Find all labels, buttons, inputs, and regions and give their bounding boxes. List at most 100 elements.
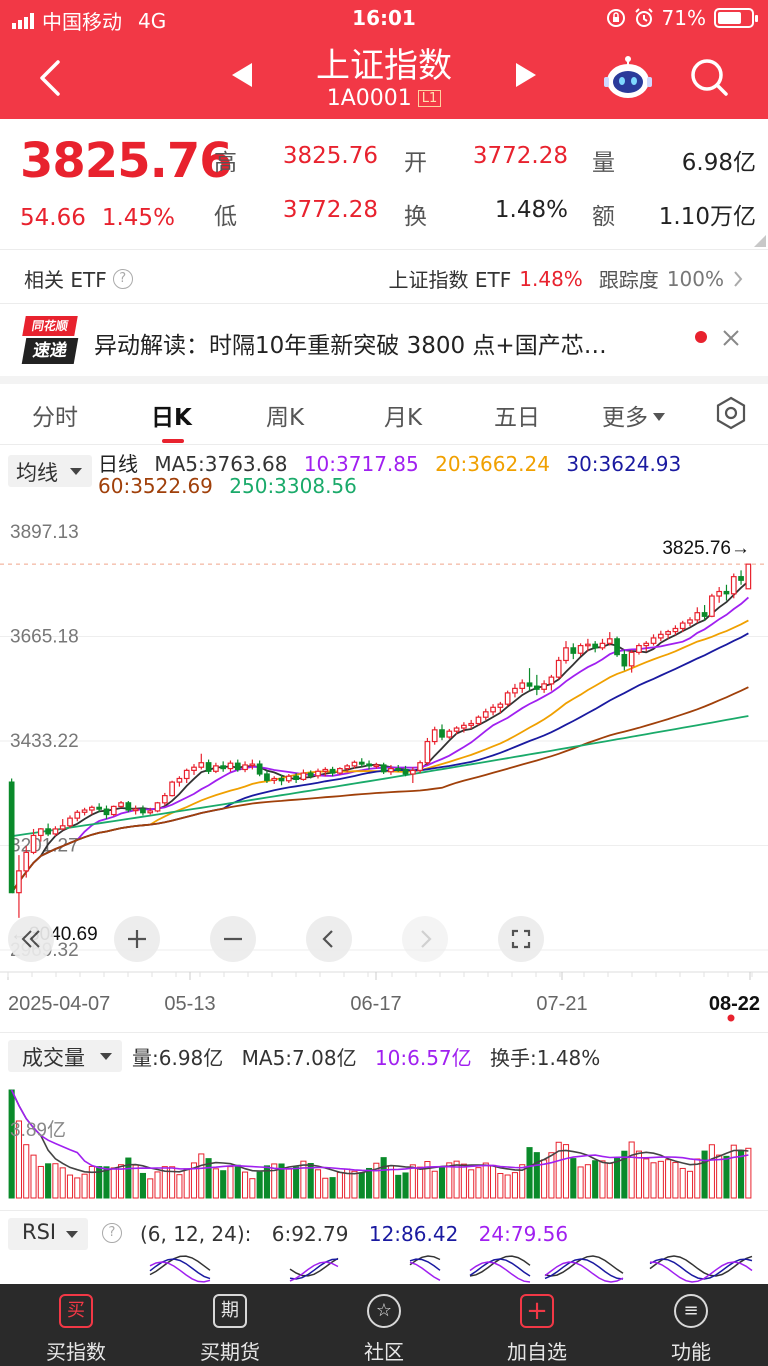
volume-bar — [45, 1163, 52, 1199]
candle-body — [285, 775, 292, 782]
nav-buy-futures[interactable]: 期买期货 — [175, 1294, 285, 1365]
candle-body — [344, 765, 351, 770]
volume-bar — [103, 1166, 110, 1199]
volume-bar — [643, 1158, 650, 1199]
candle-body — [358, 761, 365, 765]
candle — [533, 674, 540, 696]
candle — [8, 778, 15, 894]
help-icon[interactable]: ? — [112, 268, 133, 289]
candle — [307, 770, 314, 779]
back-icon[interactable] — [34, 58, 70, 98]
close-icon[interactable] — [722, 329, 740, 347]
volume-bar — [118, 1164, 125, 1199]
tab-intraday[interactable]: 分时 — [32, 405, 78, 431]
candle-body — [147, 810, 154, 814]
tab-daily-k[interactable]: 日K — [151, 405, 192, 431]
stock-code: 1A0001 L1 — [0, 86, 768, 111]
volume-chart[interactable]: 3.89亿 — [0, 1076, 768, 1204]
collapse-button[interactable] — [8, 916, 54, 962]
candle-body — [694, 612, 701, 621]
zoom-out-button[interactable] — [210, 916, 256, 962]
y-tick-label: 3897.13 — [10, 522, 79, 543]
pan-right-button[interactable] — [402, 916, 448, 962]
nav-add-watchlist[interactable]: + 加自选 — [482, 1294, 592, 1365]
volume-bar — [679, 1167, 686, 1199]
candle-body — [541, 683, 547, 690]
candle — [344, 764, 351, 772]
candle-body — [395, 767, 402, 771]
volume-bar — [584, 1164, 591, 1199]
candle — [745, 563, 752, 590]
indicator-selector[interactable]: 均线 — [8, 455, 92, 487]
volume-selector[interactable]: 成交量 — [8, 1040, 122, 1072]
assistant-robot-icon[interactable] — [604, 55, 652, 101]
candle-body — [497, 703, 504, 708]
stock-code-text: 1A0001 — [326, 86, 412, 111]
candle-body — [220, 765, 227, 770]
zoom-in-button[interactable] — [114, 916, 160, 962]
volume-bar — [730, 1144, 737, 1199]
news-headline[interactable]: 异动解读：时隔10年重新突破 3800 点+国产芯… — [94, 333, 607, 359]
candle — [701, 605, 708, 621]
candle — [730, 573, 737, 599]
nav-add-watchlist-label: 加自选 — [507, 1340, 567, 1364]
candle-body — [738, 576, 744, 581]
volume-ma5: MA5:7.08亿 — [241, 1046, 357, 1070]
tab-weekly-k[interactable]: 周K — [266, 405, 305, 431]
ma-line — [10, 686, 749, 894]
nav-community[interactable]: ☆ 社区 — [329, 1294, 439, 1365]
candle — [351, 760, 358, 769]
rsi-line — [544, 1255, 624, 1277]
candle-body — [380, 764, 387, 773]
prev-stock-icon[interactable] — [232, 63, 252, 87]
tab-more[interactable]: 更多 — [602, 398, 666, 432]
nav-functions[interactable]: ≡ 功能 — [636, 1294, 746, 1365]
candle-body — [504, 692, 511, 705]
rsi-line — [289, 1261, 339, 1282]
candle — [191, 764, 197, 775]
candle-body — [628, 651, 635, 667]
nav-buy-index[interactable]: 买买指数 — [21, 1294, 131, 1365]
kline-chart[interactable]: 3897.133665.183433.223201.272969.323825.… — [0, 498, 768, 1038]
candle-body — [37, 828, 44, 837]
candle-body — [271, 777, 278, 781]
candle — [606, 632, 613, 646]
candle — [409, 767, 416, 784]
candle-body — [59, 825, 66, 830]
volume-bar — [205, 1158, 212, 1199]
volume-bar — [446, 1162, 453, 1199]
candle-body — [701, 612, 708, 617]
fullscreen-button[interactable] — [498, 916, 544, 962]
add-icon: + — [520, 1294, 554, 1328]
tab-monthly-k[interactable]: 月K — [384, 405, 423, 431]
volume-axis-label: 3.89亿 — [10, 1119, 66, 1141]
ma-line — [10, 619, 749, 894]
candle-body — [278, 777, 285, 782]
volume-bar — [533, 1152, 540, 1199]
expand-corner-icon[interactable] — [752, 235, 766, 247]
candle-body — [154, 802, 161, 812]
pan-left-button[interactable] — [306, 916, 352, 962]
rsi-line — [469, 1261, 531, 1283]
candle — [271, 776, 278, 784]
ma250-legend: 250:3308.56 — [229, 474, 357, 498]
candle — [322, 767, 329, 777]
rsi-help-icon[interactable]: ? — [102, 1223, 122, 1243]
rsi-selector[interactable]: RSI — [8, 1218, 88, 1250]
tab-five-day[interactable]: 五日 — [494, 405, 540, 431]
chart-settings-icon[interactable] — [714, 396, 748, 430]
etf-name[interactable]: 上证指数 ETF — [388, 268, 512, 292]
candle-body — [709, 595, 715, 617]
rsi-chart[interactable] — [0, 1250, 768, 1284]
volume-legend: 量:6.98亿 MA5:7.08亿 10:6.57亿 换手:1.48% — [132, 1042, 612, 1071]
lock-rotation-icon — [606, 9, 625, 27]
candle-body — [526, 682, 533, 687]
news-banner[interactable]: 同花顺 速递 异动解读：时隔10年重新突破 3800 点+国产芯… — [0, 304, 768, 376]
search-icon[interactable] — [688, 56, 730, 98]
candle-body — [446, 730, 453, 738]
carrier-name: 中国移动 — [42, 10, 122, 34]
etf-row[interactable]: 相关 ETF? 上证指数 ETF 1.48% 跟踪度 100% — [0, 250, 768, 304]
next-stock-icon[interactable] — [516, 63, 536, 87]
candle-body — [74, 811, 81, 819]
volume-bar — [431, 1170, 438, 1199]
